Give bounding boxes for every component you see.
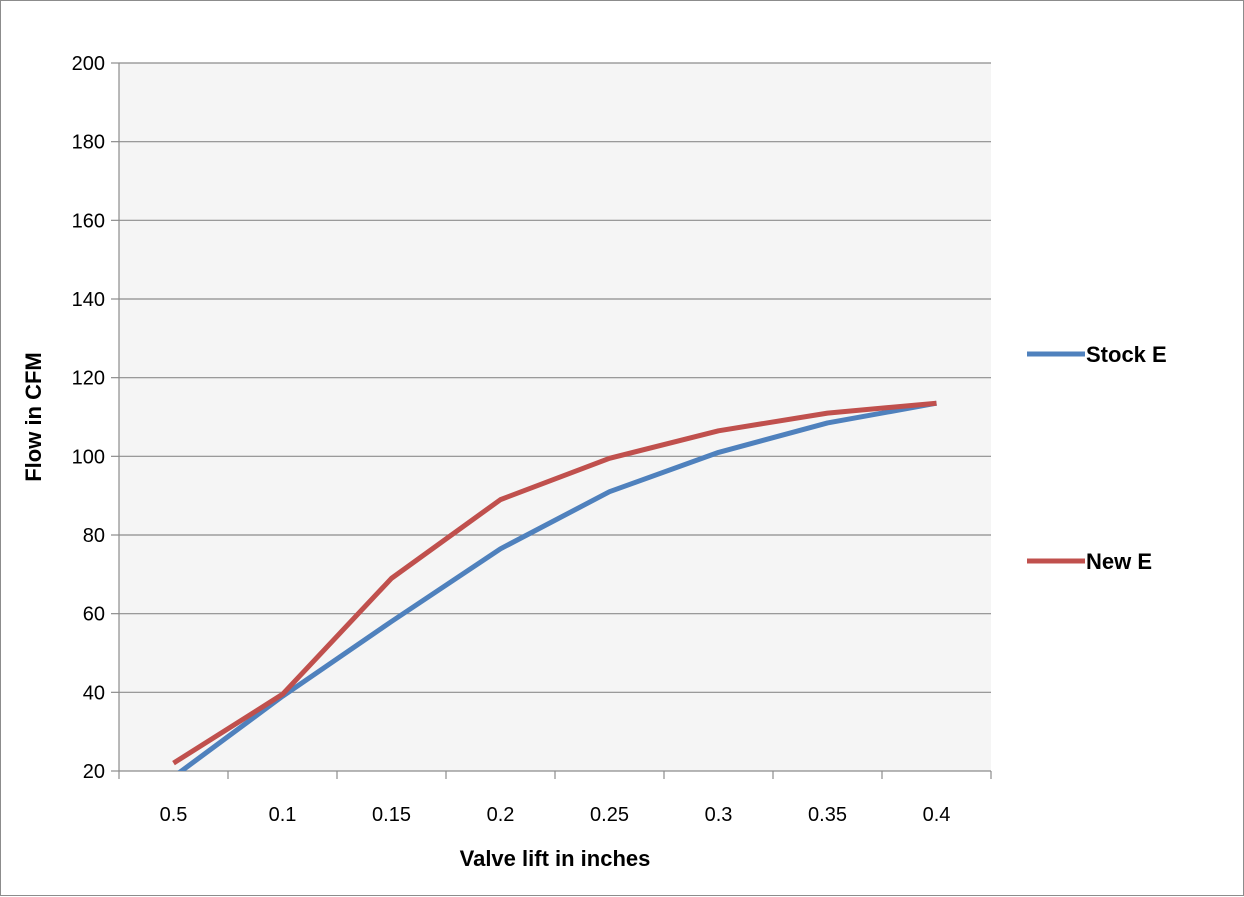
x-tick-label: 0.25	[590, 804, 629, 826]
y-tick-label: 40	[83, 682, 105, 704]
plot-area-background	[119, 63, 991, 771]
axes	[111, 62, 992, 779]
series-lines	[172, 400, 937, 771]
x-tick-label: 0.3	[705, 804, 733, 826]
series-line-new-e	[172, 400, 937, 766]
y-axis-title: Flow in CFM	[21, 352, 46, 482]
x-tick-label: 0.15	[372, 804, 411, 826]
y-tick-label: 180	[72, 132, 105, 154]
series-line-stock-e	[177, 400, 937, 771]
y-tick-label: 120	[72, 368, 105, 390]
legend-label: New E	[1086, 549, 1152, 574]
x-tick-label: 0.5	[160, 804, 188, 826]
x-axis-tick-labels: 0.5 0.1 0.15 0.2 0.25 0.3 0.35 0.4	[160, 804, 951, 826]
y-tick-label: 200	[72, 53, 105, 75]
legend-item: Stock E	[1027, 342, 1167, 367]
x-tick-label: 0.4	[923, 804, 951, 826]
x-axis-title: Valve lift in inches	[460, 846, 651, 871]
x-tick-label: 0.2	[487, 804, 515, 826]
y-tick-label: 100	[72, 446, 105, 468]
gridlines	[119, 62, 991, 693]
legend: Stock E New E	[1027, 342, 1167, 574]
legend-item: New E	[1027, 549, 1152, 574]
x-tick-label: 0.1	[269, 804, 297, 826]
y-tick-label: 160	[72, 210, 105, 232]
y-tick-label: 80	[83, 525, 105, 547]
x-tick-label: 0.35	[808, 804, 847, 826]
y-axis-tick-labels: 20 40 60 80 100 120 140 160 180 200	[72, 53, 105, 783]
y-tick-label: 60	[83, 604, 105, 626]
y-tick-label: 20	[83, 761, 105, 783]
legend-label: Stock E	[1086, 342, 1167, 367]
y-tick-label: 140	[72, 289, 105, 311]
